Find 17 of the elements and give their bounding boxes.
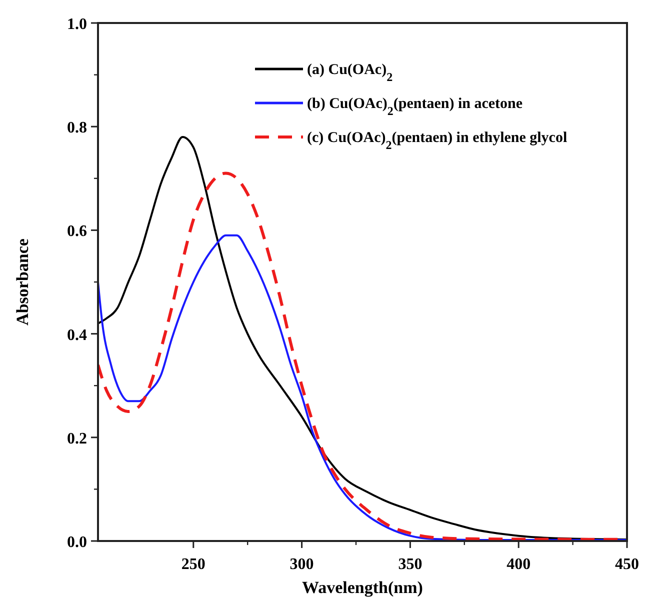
x-axis-title: Wavelength(nm) — [302, 578, 423, 597]
legend-label: (b) Cu(OAc)$_{2}$(pentaen) in acetone — [307, 96, 523, 118]
y-tick-label: 0.2 — [67, 430, 87, 448]
x-tick-label: 450 — [615, 556, 639, 573]
x-tick-label: 300 — [290, 556, 314, 573]
line-series — [98, 234, 627, 541]
legend-label: (c) Cu(OAc)$_{2}$(pentaen) in ethylene glycol — [307, 130, 568, 152]
y-tick-label: 0.8 — [67, 120, 87, 137]
x-tick-label: 400 — [506, 556, 531, 573]
x-tick-label: 250 — [181, 556, 206, 573]
y-tick-label: 0.4 — [67, 326, 87, 344]
legend-label: (a) Cu(OAc)$_{2}$ — [307, 62, 393, 84]
y-axis-title: Absorbance — [13, 238, 32, 326]
y-tick-label: 0.0 — [67, 534, 87, 551]
y-tick-label: 1.0 — [67, 16, 87, 33]
y-tick-label: 0.6 — [67, 223, 87, 240]
x-tick-label: 350 — [398, 556, 422, 573]
